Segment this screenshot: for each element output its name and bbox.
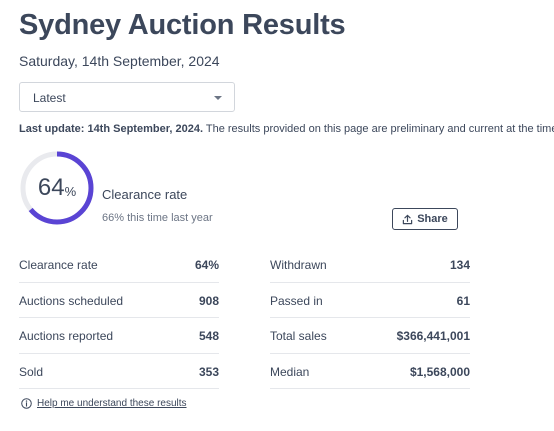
stat-value: 61 xyxy=(456,293,470,308)
results-period-value: Latest xyxy=(33,91,66,105)
stat-label: Passed in xyxy=(270,293,323,308)
info-icon xyxy=(21,398,32,409)
last-update-notice: Last update: 14th September, 2024. The r… xyxy=(19,123,554,135)
last-update-label: Last update: 14th September, 2024. xyxy=(19,123,204,135)
clearance-rate-number: 64 xyxy=(37,174,65,201)
clearance-rate-unit: % xyxy=(64,183,77,199)
stat-value: 908 xyxy=(198,293,219,308)
stat-value: 134 xyxy=(449,258,470,272)
stat-row-clearance-rate: Clearance rate 64% xyxy=(19,247,219,283)
clearance-rate-figure: 64% xyxy=(19,150,95,226)
clearance-rate-label: Clearance rate xyxy=(102,187,188,202)
share-button[interactable]: Share xyxy=(392,208,458,230)
stat-row-passed-in: Passed in 61 xyxy=(270,283,470,318)
share-button-label: Share xyxy=(417,213,448,225)
stat-row-auctions-reported: Auctions reported 548 xyxy=(19,318,219,354)
stat-label: Withdrawn xyxy=(270,258,327,272)
stat-value: 353 xyxy=(198,364,219,379)
stat-value: $1,568,000 xyxy=(409,364,470,379)
stat-row-auctions-scheduled: Auctions scheduled 908 xyxy=(19,283,219,318)
stat-label: Median xyxy=(270,364,310,379)
stat-label: Total sales xyxy=(270,329,327,343)
stats-table-right: Withdrawn 134 Passed in 61 Total sales $… xyxy=(270,247,470,389)
clearance-ring-progress xyxy=(20,151,94,225)
stats-table-left: Clearance rate 64% Auctions scheduled 90… xyxy=(19,247,219,389)
last-year-comparison: 66% this time last year xyxy=(102,212,213,224)
help-link[interactable]: Help me understand these results xyxy=(21,398,187,409)
auction-date: Saturday, 14th September, 2024 xyxy=(19,53,220,69)
clearance-rate-ring xyxy=(20,151,94,225)
stat-value: $366,441,001 xyxy=(396,329,470,343)
page-title: Sydney Auction Results xyxy=(19,9,346,41)
last-update-text: The results provided on this page are pr… xyxy=(205,123,554,135)
stat-value: 548 xyxy=(198,329,219,343)
stat-label: Sold xyxy=(19,364,44,379)
stat-label: Clearance rate xyxy=(19,258,98,272)
stat-value: 64% xyxy=(194,258,219,272)
stat-row-total-sales: Total sales $366,441,001 xyxy=(270,318,470,354)
stat-label: Auctions scheduled xyxy=(19,293,124,308)
help-link-label: Help me understand these results xyxy=(37,398,187,409)
stat-row-sold: Sold 353 xyxy=(19,354,219,389)
results-period-select[interactable]: Latest xyxy=(19,82,235,112)
stat-label: Auctions reported xyxy=(19,329,114,343)
chevron-down-icon xyxy=(214,96,222,100)
stat-row-withdrawn: Withdrawn 134 xyxy=(270,247,470,283)
stat-row-median: Median $1,568,000 xyxy=(270,354,470,389)
share-icon xyxy=(402,214,413,224)
